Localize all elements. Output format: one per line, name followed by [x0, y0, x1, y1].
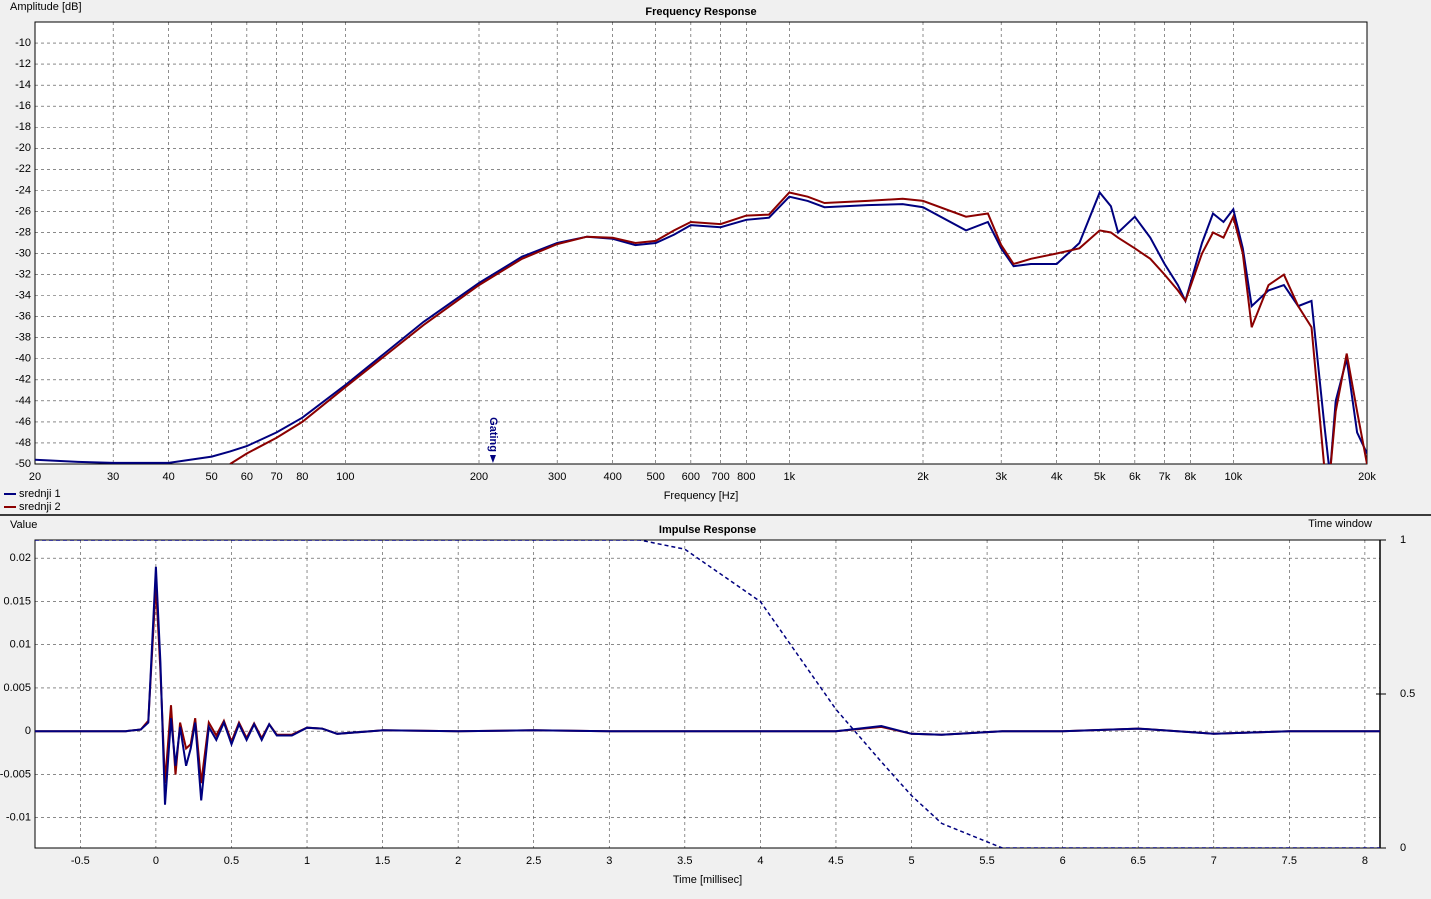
x-tick-label: 4.5 [828, 855, 843, 867]
y-axis-label: Value [10, 519, 37, 531]
y-tick-label: -50 [15, 458, 31, 470]
y-tick-label: -42 [15, 374, 31, 386]
x-tick-label: 30 [107, 471, 119, 483]
annotation-text: Gating [487, 417, 499, 452]
y-tick-label: 0 [25, 725, 31, 737]
x-tick-label: 6 [1060, 855, 1066, 867]
y-tick-label: -10 [15, 37, 31, 49]
x-axis-label: Time [millisec] [673, 874, 742, 886]
x-tick-label: 3.5 [677, 855, 692, 867]
x-tick-label: 70 [270, 471, 282, 483]
y-tick-label: 0.005 [3, 682, 31, 694]
y-tick-label: -24 [15, 184, 31, 196]
y-tick-label: -14 [15, 79, 31, 91]
x-tick-label: 300 [548, 471, 566, 483]
y-tick-label: 0.01 [10, 639, 31, 651]
series-line [35, 190, 1367, 464]
y-tick-label: -30 [15, 247, 31, 259]
x-tick-label: 5 [908, 855, 914, 867]
x-tick-label: 20 [29, 471, 41, 483]
y-tick-label: -36 [15, 311, 31, 323]
y-tick-label: -18 [15, 121, 31, 133]
x-tick-label: 700 [711, 471, 729, 483]
y-tick-label: -40 [15, 353, 31, 365]
x-tick-label: 500 [647, 471, 665, 483]
y-tick-label: -48 [15, 437, 31, 449]
y2-tick-label: 0 [1400, 842, 1406, 854]
x-tick-label: 8k [1185, 471, 1197, 483]
x-axis-label: Frequency [Hz] [664, 490, 739, 502]
plot-area [35, 22, 1367, 464]
x-tick-label: 80 [296, 471, 308, 483]
y-tick-label: -20 [15, 142, 31, 154]
y-tick-label: -0.005 [0, 768, 31, 780]
x-tick-label: 800 [737, 471, 755, 483]
x-tick-label: 3k [995, 471, 1007, 483]
y-tick-label: -12 [15, 58, 31, 70]
y-tick-label: -16 [15, 100, 31, 112]
x-tick-label: 5.5 [979, 855, 994, 867]
y-axis-label: Amplitude [dB] [10, 1, 82, 13]
x-tick-label: 3 [606, 855, 612, 867]
y-tick-label: 0.015 [3, 595, 31, 607]
series-line [35, 540, 1380, 848]
x-tick-label: 20k [1358, 471, 1376, 483]
x-tick-label: 600 [682, 471, 700, 483]
x-tick-label: 1k [784, 471, 796, 483]
x-tick-label: 0 [153, 855, 159, 867]
series-line [229, 191, 1367, 464]
y-tick-label: -26 [15, 205, 31, 217]
x-tick-label: 50 [206, 471, 218, 483]
y-tick-label: 0.02 [10, 552, 31, 564]
annotation-marker [489, 455, 496, 463]
x-tick-label: 8 [1362, 855, 1368, 867]
x-tick-label: 7k [1159, 471, 1171, 483]
y-tick-label: -46 [15, 416, 31, 428]
y-tick-label: -0.01 [6, 812, 31, 824]
y-tick-label: -44 [15, 395, 31, 407]
chart-title: Frequency Response [645, 6, 756, 18]
x-tick-label: 2 [455, 855, 461, 867]
x-tick-label: 200 [470, 471, 488, 483]
x-tick-label: 2.5 [526, 855, 541, 867]
x-tick-label: 60 [241, 471, 253, 483]
x-tick-label: 1.5 [375, 855, 390, 867]
x-tick-label: 2k [917, 471, 929, 483]
y-tick-label: -32 [15, 268, 31, 280]
x-tick-label: 40 [163, 471, 175, 483]
y-tick-label: -28 [15, 226, 31, 238]
x-tick-label: 6.5 [1131, 855, 1146, 867]
y2-axis-label: Time window [1308, 518, 1372, 530]
y2-tick-label: 1 [1400, 534, 1406, 546]
x-tick-label: 7.5 [1282, 855, 1297, 867]
x-tick-label: -0.5 [71, 855, 90, 867]
x-tick-label: 6k [1129, 471, 1141, 483]
x-tick-label: 100 [336, 471, 354, 483]
x-tick-label: 7 [1211, 855, 1217, 867]
y-tick-label: -34 [15, 290, 31, 302]
x-tick-label: 10k [1224, 471, 1242, 483]
x-tick-label: 4 [757, 855, 763, 867]
x-tick-label: 400 [603, 471, 621, 483]
series-line [35, 566, 1380, 805]
plot-area [35, 540, 1380, 848]
plot-border [34, 21, 1368, 465]
x-tick-label: 1 [304, 855, 310, 867]
y-tick-label: -22 [15, 163, 31, 175]
x-tick-label: 4k [1051, 471, 1063, 483]
x-tick-label: 5k [1094, 471, 1106, 483]
legend-label: srednji 2 [19, 501, 61, 513]
y-tick-label: -38 [15, 332, 31, 344]
x-tick-label: 0.5 [224, 855, 239, 867]
y2-tick-label: 0.5 [1400, 688, 1415, 700]
chart-title: Impulse Response [659, 524, 756, 536]
legend-label: srednji 1 [19, 488, 61, 500]
